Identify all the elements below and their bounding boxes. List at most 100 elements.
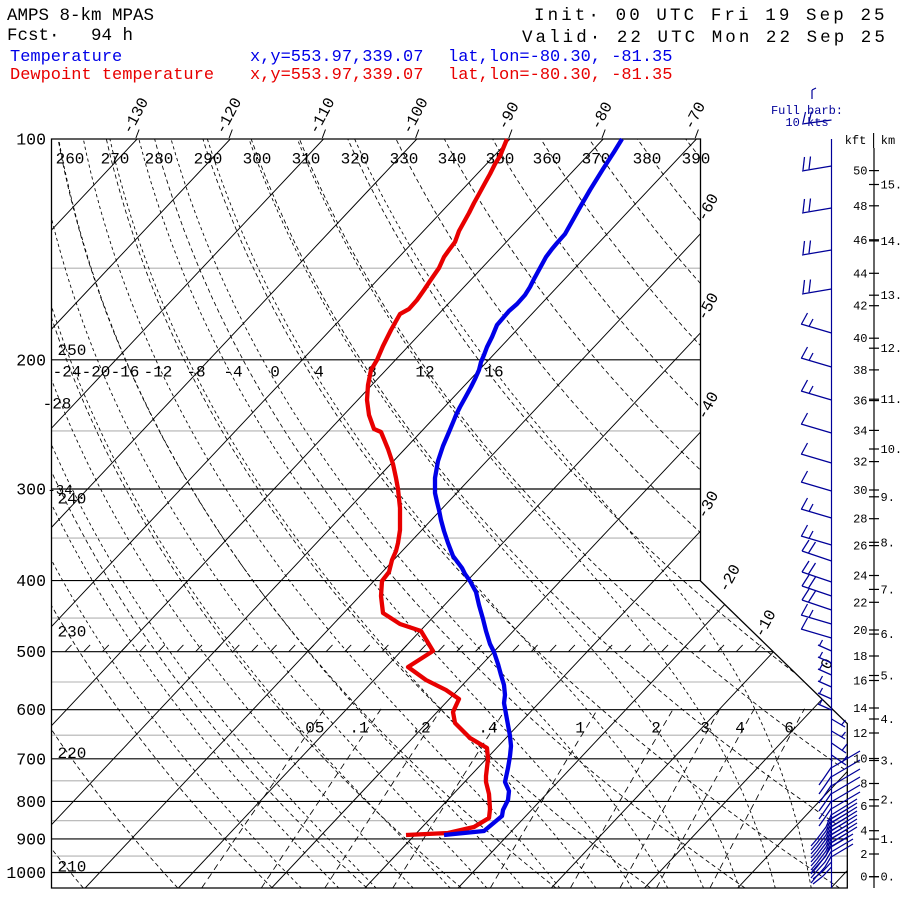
svg-text:lat,lon=-80.30, -81.35: lat,lon=-80.30, -81.35 xyxy=(448,66,672,85)
svg-text:.05: .05 xyxy=(296,720,325,738)
svg-text:28: 28 xyxy=(853,513,867,527)
svg-text:Valid· 22 UTC Mon 22 Sep 25: Valid· 22 UTC Mon 22 Sep 25 xyxy=(522,28,888,48)
svg-text:2.: 2. xyxy=(881,794,895,808)
svg-text:12: 12 xyxy=(853,727,867,741)
svg-text:5.: 5. xyxy=(881,670,895,684)
svg-text:310: 310 xyxy=(292,151,321,169)
svg-text:800: 800 xyxy=(16,793,46,812)
svg-text:Fcst· 94 h: Fcst· 94 h xyxy=(7,26,133,46)
svg-text:100: 100 xyxy=(16,131,46,150)
svg-text:370: 370 xyxy=(582,151,611,169)
svg-text:230: 230 xyxy=(58,624,87,642)
svg-text:-34: -34 xyxy=(47,483,72,499)
svg-text:400: 400 xyxy=(16,572,46,591)
svg-text:900: 900 xyxy=(16,830,46,849)
svg-text:7.: 7. xyxy=(881,583,895,597)
svg-text:34: 34 xyxy=(853,424,867,438)
svg-text:-24: -24 xyxy=(53,364,82,382)
svg-text:38: 38 xyxy=(853,364,867,378)
svg-text:300: 300 xyxy=(243,151,272,169)
svg-text:lat,lon=-80.30, -81.35: lat,lon=-80.30, -81.35 xyxy=(448,48,672,67)
svg-text:Full barb:: Full barb: xyxy=(771,104,843,118)
svg-text:240: 240 xyxy=(58,491,87,509)
svg-text:.1: .1 xyxy=(349,720,368,738)
svg-text:600: 600 xyxy=(16,701,46,720)
svg-text:13.: 13. xyxy=(881,289,900,303)
svg-text:300: 300 xyxy=(16,481,46,500)
svg-text:320: 320 xyxy=(341,151,370,169)
svg-text:-4: -4 xyxy=(223,364,242,382)
svg-text:40: 40 xyxy=(853,332,867,346)
svg-text:290: 290 xyxy=(194,151,223,169)
svg-text:8.: 8. xyxy=(881,536,895,550)
svg-text:700: 700 xyxy=(16,750,46,769)
svg-text:2: 2 xyxy=(860,848,867,862)
svg-text:4.: 4. xyxy=(881,713,895,727)
svg-text:14.: 14. xyxy=(881,235,900,249)
svg-text:270: 270 xyxy=(101,151,130,169)
svg-text:6.: 6. xyxy=(881,628,895,642)
svg-text:1: 1 xyxy=(575,720,585,738)
svg-text:32: 32 xyxy=(853,456,867,470)
svg-text:360: 360 xyxy=(533,151,562,169)
svg-text:9.: 9. xyxy=(881,491,895,505)
svg-text:20: 20 xyxy=(853,624,867,638)
svg-text:10.: 10. xyxy=(881,443,900,457)
svg-text:210: 210 xyxy=(58,859,87,877)
svg-text:-28: -28 xyxy=(43,396,72,414)
svg-text:14: 14 xyxy=(853,702,867,716)
svg-text:50: 50 xyxy=(853,165,867,179)
svg-text:16: 16 xyxy=(853,675,867,689)
svg-text:-12: -12 xyxy=(144,364,173,382)
svg-text:22: 22 xyxy=(853,596,867,610)
svg-text:x,y=553.97,339.07: x,y=553.97,339.07 xyxy=(250,48,423,67)
svg-text:Init· 00 UTC Fri 19 Sep 25: Init· 00 UTC Fri 19 Sep 25 xyxy=(534,6,888,26)
svg-text:18: 18 xyxy=(853,650,867,664)
svg-text:16: 16 xyxy=(484,364,503,382)
svg-text:-20: -20 xyxy=(82,364,111,382)
svg-text:.4: .4 xyxy=(478,720,497,738)
svg-text:.2: .2 xyxy=(411,720,430,738)
svg-text:26: 26 xyxy=(853,540,867,554)
svg-text:6: 6 xyxy=(784,720,794,738)
svg-text:4: 4 xyxy=(314,364,324,382)
svg-text:250: 250 xyxy=(58,342,87,360)
svg-text:46: 46 xyxy=(853,234,867,248)
svg-text:12: 12 xyxy=(415,364,434,382)
svg-text:-16: -16 xyxy=(111,364,140,382)
svg-text:0.: 0. xyxy=(881,871,895,885)
svg-text:kft: kft xyxy=(845,134,867,148)
svg-text:42: 42 xyxy=(853,300,867,314)
svg-text:44: 44 xyxy=(853,267,867,281)
svg-text:Temperature: Temperature xyxy=(10,48,122,67)
svg-text:4: 4 xyxy=(735,720,745,738)
svg-text:km: km xyxy=(881,134,895,148)
svg-text:1000: 1000 xyxy=(6,864,46,883)
svg-text:11.: 11. xyxy=(881,393,900,407)
svg-text:280: 280 xyxy=(145,151,174,169)
svg-text:340: 340 xyxy=(438,151,467,169)
svg-text:200: 200 xyxy=(16,351,46,370)
svg-text:30: 30 xyxy=(853,484,867,498)
svg-text:48: 48 xyxy=(853,200,867,214)
svg-text:380: 380 xyxy=(633,151,662,169)
svg-text:Dewpoint temperature: Dewpoint temperature xyxy=(10,66,214,85)
svg-text:-8: -8 xyxy=(186,364,205,382)
svg-text:AMPS 8-km MPAS: AMPS 8-km MPAS xyxy=(7,6,154,26)
svg-text:390: 390 xyxy=(682,151,711,169)
svg-text:0: 0 xyxy=(860,871,867,885)
svg-text:330: 330 xyxy=(390,151,419,169)
svg-text:260: 260 xyxy=(56,151,85,169)
svg-text:12.: 12. xyxy=(881,342,900,356)
svg-text:220: 220 xyxy=(58,745,87,763)
svg-text:15.: 15. xyxy=(881,179,900,193)
svg-text:6: 6 xyxy=(860,800,867,814)
svg-text:3: 3 xyxy=(700,720,710,738)
svg-text:10: 10 xyxy=(853,753,867,767)
svg-text:4: 4 xyxy=(860,825,867,839)
svg-text:24: 24 xyxy=(853,570,867,584)
svg-text:1.: 1. xyxy=(881,833,895,847)
svg-text:0: 0 xyxy=(270,364,280,382)
svg-text:2: 2 xyxy=(651,720,661,738)
svg-text:x,y=553.97,339.07: x,y=553.97,339.07 xyxy=(250,66,423,85)
